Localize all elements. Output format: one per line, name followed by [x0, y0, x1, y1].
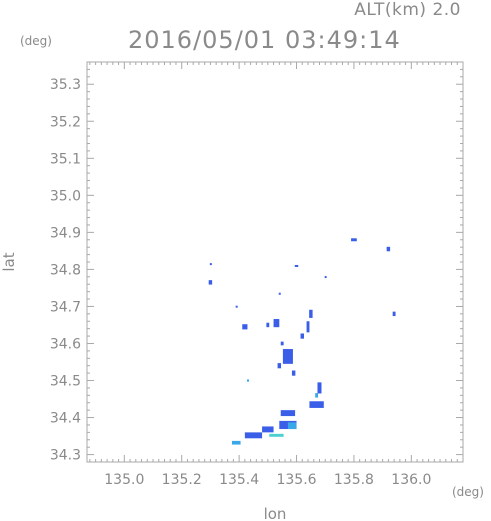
echo-cell — [242, 324, 248, 330]
y-axis-unit: (deg) — [20, 34, 52, 48]
echo-cell — [277, 363, 282, 369]
x-tick-label: 135.4 — [219, 472, 259, 488]
y-tick-label: 35.0 — [50, 188, 81, 204]
y-tick-label: 35.3 — [50, 77, 81, 93]
y-tick-label: 34.5 — [50, 374, 81, 390]
x-tick-label: 135.8 — [334, 472, 374, 488]
altitude-label: ALT(km) 2.0 — [354, 0, 461, 20]
echo-cell — [266, 322, 270, 328]
x-tick-label: 135.6 — [276, 472, 316, 488]
echo-cell — [244, 432, 263, 439]
echo-cell — [317, 382, 322, 394]
echo-cell — [351, 238, 357, 242]
echo-cell — [282, 349, 293, 364]
echo-cell — [247, 379, 250, 382]
echo-cell — [315, 393, 319, 398]
plot-frame — [86, 61, 464, 463]
echo-cell — [269, 433, 284, 437]
y-tick-label: 35.1 — [50, 151, 81, 167]
echo-cell — [209, 263, 212, 266]
echo-cell — [273, 319, 280, 328]
y-tick-label: 34.3 — [50, 448, 81, 464]
timestamp-title: 2016/05/01 03:49:14 — [128, 26, 401, 54]
echo-cell — [291, 370, 296, 376]
echo-cell — [309, 401, 324, 408]
echo-cell — [287, 422, 297, 430]
x-tick-label: 135.0 — [104, 472, 144, 488]
echo-cell — [280, 410, 296, 417]
x-axis-unit: (deg) — [452, 485, 484, 499]
y-tick-label: 34.9 — [50, 225, 81, 241]
echo-cell — [235, 305, 238, 308]
y-tick-label: 34.4 — [50, 411, 81, 427]
y-axis-label: lat — [0, 252, 18, 271]
echo-cell — [208, 280, 213, 285]
echo-cell — [386, 246, 391, 252]
echo-cell — [392, 311, 396, 317]
y-tick-label: 35.2 — [50, 114, 81, 130]
x-tick-label: 135.2 — [162, 472, 202, 488]
echo-cell — [324, 276, 327, 279]
echo-cell — [262, 426, 274, 433]
echo-cell — [309, 309, 313, 318]
echo-cell — [294, 264, 299, 267]
y-tick-label: 34.6 — [50, 336, 81, 352]
echo-cell — [306, 321, 310, 333]
echo-layer — [208, 238, 396, 445]
y-tick-label: 34.7 — [50, 299, 81, 315]
y-tick-label: 34.8 — [50, 262, 81, 278]
echo-cell — [280, 341, 284, 346]
echo-cell — [278, 292, 281, 295]
echo-cell — [231, 440, 241, 445]
axis-ticks: 135.0 135.2 135.4 135.6 135.8 136.0 34.3 34.4 34… — [50, 61, 464, 488]
x-axis-label: lon — [264, 505, 287, 521]
x-tick-label: 136.0 — [391, 472, 431, 488]
echo-cell — [300, 333, 304, 339]
